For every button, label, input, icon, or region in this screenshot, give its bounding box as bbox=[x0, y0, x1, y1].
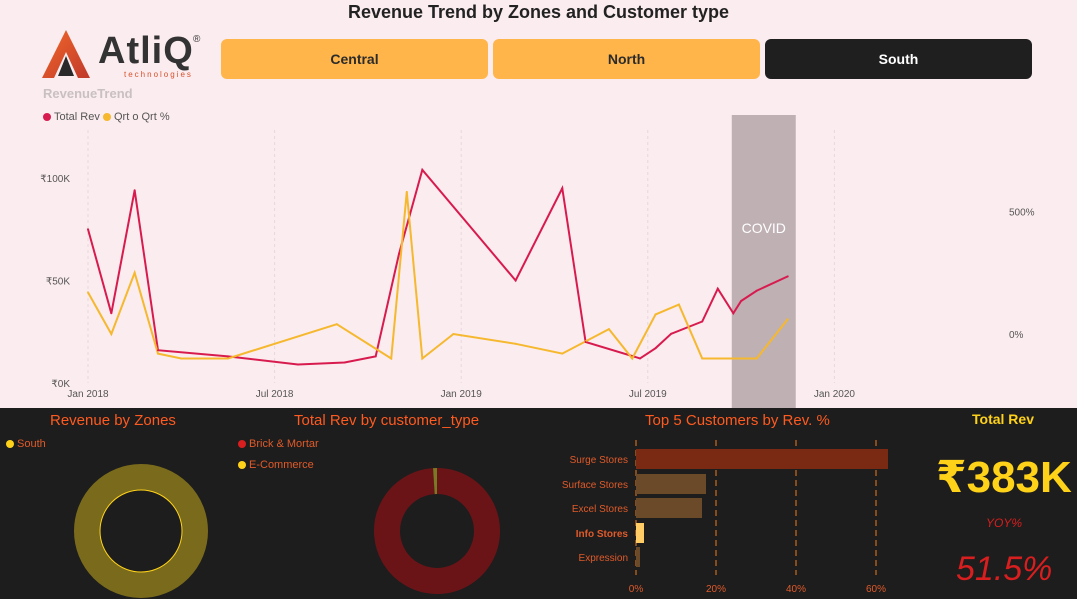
point-qoq bbox=[740, 357, 743, 360]
point-qoq bbox=[226, 357, 229, 360]
point-qoq bbox=[561, 352, 564, 355]
legend-label-qoq: Qrt o Qrt % bbox=[114, 111, 170, 123]
point-total-rev bbox=[755, 289, 758, 292]
legend-label-total-rev: Total Rev bbox=[54, 111, 100, 123]
point-total-rev bbox=[421, 168, 424, 171]
legend-dot-qoq bbox=[103, 113, 111, 121]
point-qoq bbox=[180, 357, 183, 360]
legend-label-ecommerce: E-Commerce bbox=[249, 459, 314, 471]
point-qoq bbox=[452, 333, 455, 335]
point-qoq bbox=[335, 323, 338, 326]
kpi-title: Total Rev bbox=[972, 411, 1034, 427]
point-total-rev bbox=[584, 341, 587, 343]
logo-wordmark: AtliQ bbox=[98, 30, 194, 72]
atliq-logo: AtliQ ® technologies bbox=[38, 26, 208, 82]
point-qoq bbox=[654, 313, 657, 316]
zones-panel-title: Revenue by Zones bbox=[50, 412, 176, 429]
logo-tagline: technologies bbox=[124, 70, 193, 79]
point-total-rev bbox=[374, 355, 377, 358]
kpi-yoy-label: YOY% bbox=[986, 516, 1023, 530]
point-qoq bbox=[156, 352, 159, 355]
point-total-rev bbox=[514, 279, 517, 282]
point-qoq bbox=[87, 291, 89, 294]
zone-button-south[interactable]: South bbox=[765, 39, 1032, 79]
point-total-rev bbox=[701, 320, 704, 323]
x-tick-label: Jul 2018 bbox=[256, 389, 294, 400]
point-qoq bbox=[421, 357, 424, 360]
atliq-mark-icon bbox=[42, 30, 90, 78]
x-tick-label: Jul 2019 bbox=[629, 389, 667, 400]
point-total-rev bbox=[786, 275, 789, 278]
point-qoq bbox=[716, 357, 719, 360]
series-line-total-rev bbox=[87, 167, 789, 366]
point-qoq bbox=[607, 328, 610, 331]
point-total-rev bbox=[226, 355, 229, 358]
legend-ecommerce: E-Commerce bbox=[238, 459, 314, 471]
kpi-total-rev-value: ₹383K bbox=[936, 453, 1072, 502]
point-qoq bbox=[631, 357, 634, 360]
revenue-trend-chart: COVID Jan 2018 Jul 2018 Jan 2019 Jul 2019 Ja… bbox=[40, 115, 1035, 408]
point-qoq bbox=[677, 303, 680, 306]
point-total-rev bbox=[654, 347, 657, 350]
trend-section-label: RevenueTrend bbox=[43, 86, 133, 101]
point-total-rev bbox=[732, 312, 735, 315]
legend-dot-brick-mortar bbox=[238, 440, 246, 448]
y-tick-label: ₹0K bbox=[51, 379, 70, 390]
y2-tick-label: 500% bbox=[1009, 208, 1035, 219]
covid-label: COVID bbox=[742, 220, 786, 236]
legend-brick-mortar: Brick & Mortar bbox=[238, 438, 319, 450]
point-total-rev bbox=[156, 349, 159, 352]
point-qoq bbox=[514, 342, 517, 345]
y-tick-label: ₹100K bbox=[40, 174, 70, 185]
covid-band bbox=[731, 115, 796, 408]
point-qoq bbox=[405, 190, 408, 193]
legend-dot-south bbox=[6, 440, 14, 448]
top-customers-panel-title: Top 5 Customers by Rev. % bbox=[645, 412, 830, 429]
point-total-rev bbox=[343, 361, 346, 364]
zone-button-central[interactable]: Central bbox=[221, 39, 488, 79]
point-qoq bbox=[390, 357, 393, 360]
point-qoq bbox=[786, 318, 789, 321]
bottom-panel bbox=[0, 408, 1077, 599]
point-qoq bbox=[701, 357, 704, 360]
series-line-qoq bbox=[87, 191, 789, 361]
point-total-rev bbox=[740, 300, 743, 302]
legend-dot-ecommerce bbox=[238, 461, 246, 469]
point-total-rev bbox=[398, 252, 400, 255]
point-total-rev bbox=[110, 312, 113, 315]
x-tick-label: Jan 2020 bbox=[814, 389, 856, 400]
y2-tick-label: 0% bbox=[1009, 330, 1024, 341]
x-tick-label: Jan 2018 bbox=[67, 389, 109, 400]
kpi-yoy-value: 51.5% bbox=[956, 550, 1053, 588]
legend-total-rev: Total Rev bbox=[43, 111, 100, 123]
point-qoq bbox=[110, 333, 113, 335]
point-total-rev bbox=[296, 363, 299, 366]
point-total-rev bbox=[561, 187, 564, 190]
point-qoq bbox=[755, 357, 758, 360]
legend-south: South bbox=[6, 438, 46, 450]
legend-label-brick-mortar: Brick & Mortar bbox=[249, 438, 319, 450]
point-qoq bbox=[133, 271, 136, 274]
zone-button-north[interactable]: North bbox=[493, 39, 760, 79]
legend-dot-total-rev bbox=[43, 113, 51, 121]
point-total-rev bbox=[670, 332, 673, 335]
point-total-rev bbox=[87, 228, 89, 231]
y-tick-label: ₹50K bbox=[46, 277, 70, 288]
point-total-rev bbox=[716, 287, 719, 290]
point-total-rev bbox=[133, 189, 136, 192]
legend-label-south: South bbox=[17, 438, 46, 450]
x-tick-label: Jan 2019 bbox=[441, 389, 483, 400]
page-title: Revenue Trend by Zones and Customer type bbox=[347, 2, 730, 22]
customer-type-panel-title: Total Rev by customer_type bbox=[294, 412, 480, 429]
legend-qoq: Qrt o Qrt % bbox=[103, 111, 170, 123]
logo-registered: ® bbox=[193, 34, 201, 45]
point-total-rev bbox=[639, 357, 642, 360]
